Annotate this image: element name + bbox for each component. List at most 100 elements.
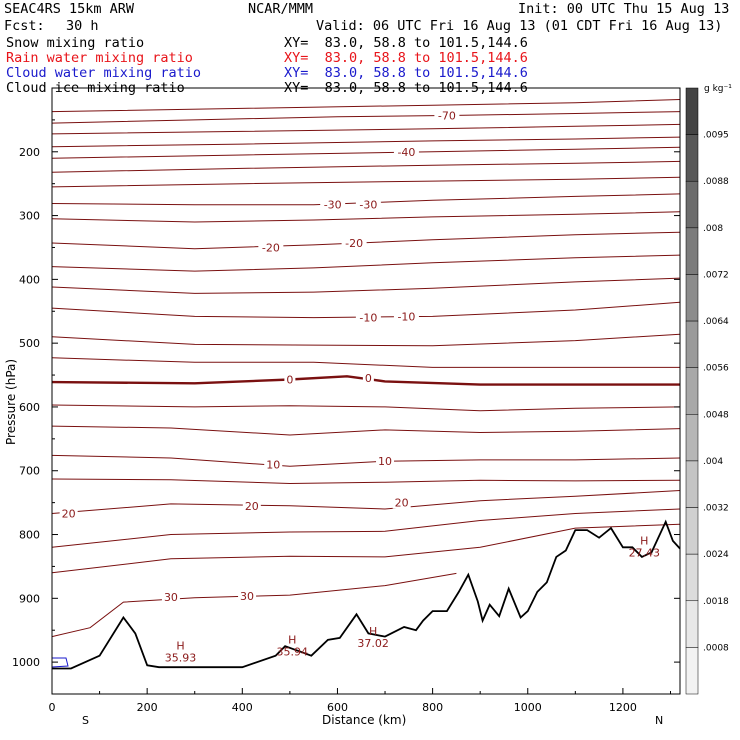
contour-label-bg (284, 373, 296, 386)
colorbar-segment (685, 507, 699, 555)
y-tick-label: 400 (19, 273, 40, 286)
contour-label-bg (264, 458, 283, 471)
colorbar-segment (685, 274, 699, 322)
center-title: NCAR/MMM (248, 1, 314, 17)
x-tick-label: 400 (232, 701, 253, 714)
contour-label: -30 (324, 199, 342, 212)
colorbar-tick-label: .0095 (703, 131, 729, 141)
contour-label-bg (258, 241, 284, 254)
isotherm-line (51, 454, 681, 467)
isotherm-line (51, 277, 681, 294)
colorbar-segment (685, 460, 699, 508)
terrain-profile (52, 519, 681, 670)
fcst-label: Fcst: (4, 18, 45, 34)
high-marker-value: 27.43 (629, 546, 661, 559)
isotherm-line (51, 99, 681, 113)
y-tick-label: 800 (19, 529, 40, 542)
contour-label-bg (355, 311, 381, 324)
field-name-snow: Snow mixing ratio (6, 35, 145, 51)
contour-label-bg (238, 589, 257, 602)
colorbar-segment (685, 647, 699, 695)
contour-label: 0 (365, 372, 372, 385)
contour-label: -20 (345, 237, 363, 250)
field-xy-rain: XY= 83.0, 58.8 to 101.5,144.6 (284, 50, 528, 66)
colorbar-tick-label: .0032 (703, 504, 729, 514)
isotherm-line (51, 254, 681, 272)
model-title: SEAC4RS 15km ARW (4, 1, 135, 17)
x-tick-label: 1200 (609, 701, 637, 714)
colorbar-tick-label: .0064 (703, 317, 729, 327)
isotherm-line (51, 160, 681, 173)
contour-label: 20 (395, 497, 409, 510)
isotherm-line (51, 425, 681, 436)
colorbar-segment (685, 87, 699, 135)
isotherm-line (51, 111, 681, 124)
cloud-water-region (51, 657, 69, 668)
field-name-cloudwater: Cloud water mixing ratio (6, 65, 202, 81)
contour-label-bg (341, 237, 367, 250)
contour-label-bg (392, 496, 411, 509)
contour-label-bg (393, 310, 419, 323)
contour-label: -10 (397, 310, 415, 323)
isotherm-line (51, 404, 681, 412)
isotherm-line (51, 523, 681, 574)
x-axis-label: Distance (km) (322, 713, 406, 727)
plot-frame (51, 87, 681, 695)
contour-label: 30 (240, 590, 254, 603)
x-tick-label: 600 (327, 701, 348, 714)
terrain-line (52, 519, 681, 670)
x-tick-label: 0 (49, 701, 56, 714)
y-tick-label: 300 (19, 210, 40, 223)
colorbar-tick-label: .0072 (703, 270, 729, 280)
colorbar-segment (685, 180, 699, 229)
colorbar-segment (685, 227, 699, 275)
isotherm-line (51, 176, 681, 188)
contour-labels: -70 -40 -30 -30 -20 -20 -10 -10 0 0 10 10 20 20 20 30 30 (59, 109, 460, 604)
high-marker-letter: H (640, 534, 648, 547)
isotherm-line (51, 211, 681, 223)
colorbar-tick-label: .0056 (703, 364, 729, 374)
colorbar-tick-label: .004 (703, 457, 723, 467)
isotherm-line (51, 508, 681, 548)
isotherm-line (51, 490, 681, 514)
x-end-label-left: S (82, 714, 89, 727)
contour-label: -20 (262, 241, 280, 254)
isotherm-line (51, 572, 457, 638)
contour-label: 10 (378, 455, 392, 468)
y-tick-label: 200 (19, 146, 40, 159)
y-axis-label: Pressure (hPa) (4, 359, 18, 445)
colorbar-segment (685, 134, 699, 182)
contour-label: 30 (164, 591, 178, 604)
contour-label-bg (59, 507, 78, 520)
contour-label-bg (362, 372, 374, 385)
y-tick-label: 600 (19, 401, 40, 414)
colorbar-tick-label: .0018 (703, 597, 729, 607)
x-tick-label: 1000 (514, 701, 542, 714)
contour-label-bg (355, 198, 381, 211)
contour-label-bg (242, 499, 261, 512)
high-marker-value: 35.94 (277, 645, 309, 658)
valid-time: Valid: 06 UTC Fri 16 Aug 13 (01 CDT Fri … (316, 18, 723, 34)
high-marker-letter: H (176, 640, 184, 653)
colorbar-tick-label: .0088 (703, 177, 729, 187)
x-tick-label: 800 (422, 701, 443, 714)
init-time: Init: 00 UTC Thu 15 Aug 13 (518, 1, 730, 17)
x-axis: 0 200 400 600 800 1000 1200 (49, 688, 671, 714)
contour-label: 20 (245, 500, 259, 513)
colorbar: .0095 .0088 .008 .0072 .0064 .0056 .0048 .004 .0… (685, 87, 729, 695)
isotherm-line (51, 231, 681, 250)
isotherm-contours (51, 99, 681, 638)
x-end-label-right: N (655, 714, 663, 727)
y-tick-label: 700 (19, 465, 40, 478)
contour-label-bg (434, 109, 460, 122)
contour-label: 0 (286, 374, 293, 387)
contour-label: -40 (397, 146, 415, 159)
colorbar-segment (685, 600, 699, 648)
colorbar-tick-label: .0024 (703, 550, 729, 560)
x-tick-label: 200 (137, 701, 158, 714)
cloud-water-contour (51, 657, 69, 668)
contour-label: 10 (266, 458, 280, 471)
contour-label-bg (376, 455, 395, 468)
